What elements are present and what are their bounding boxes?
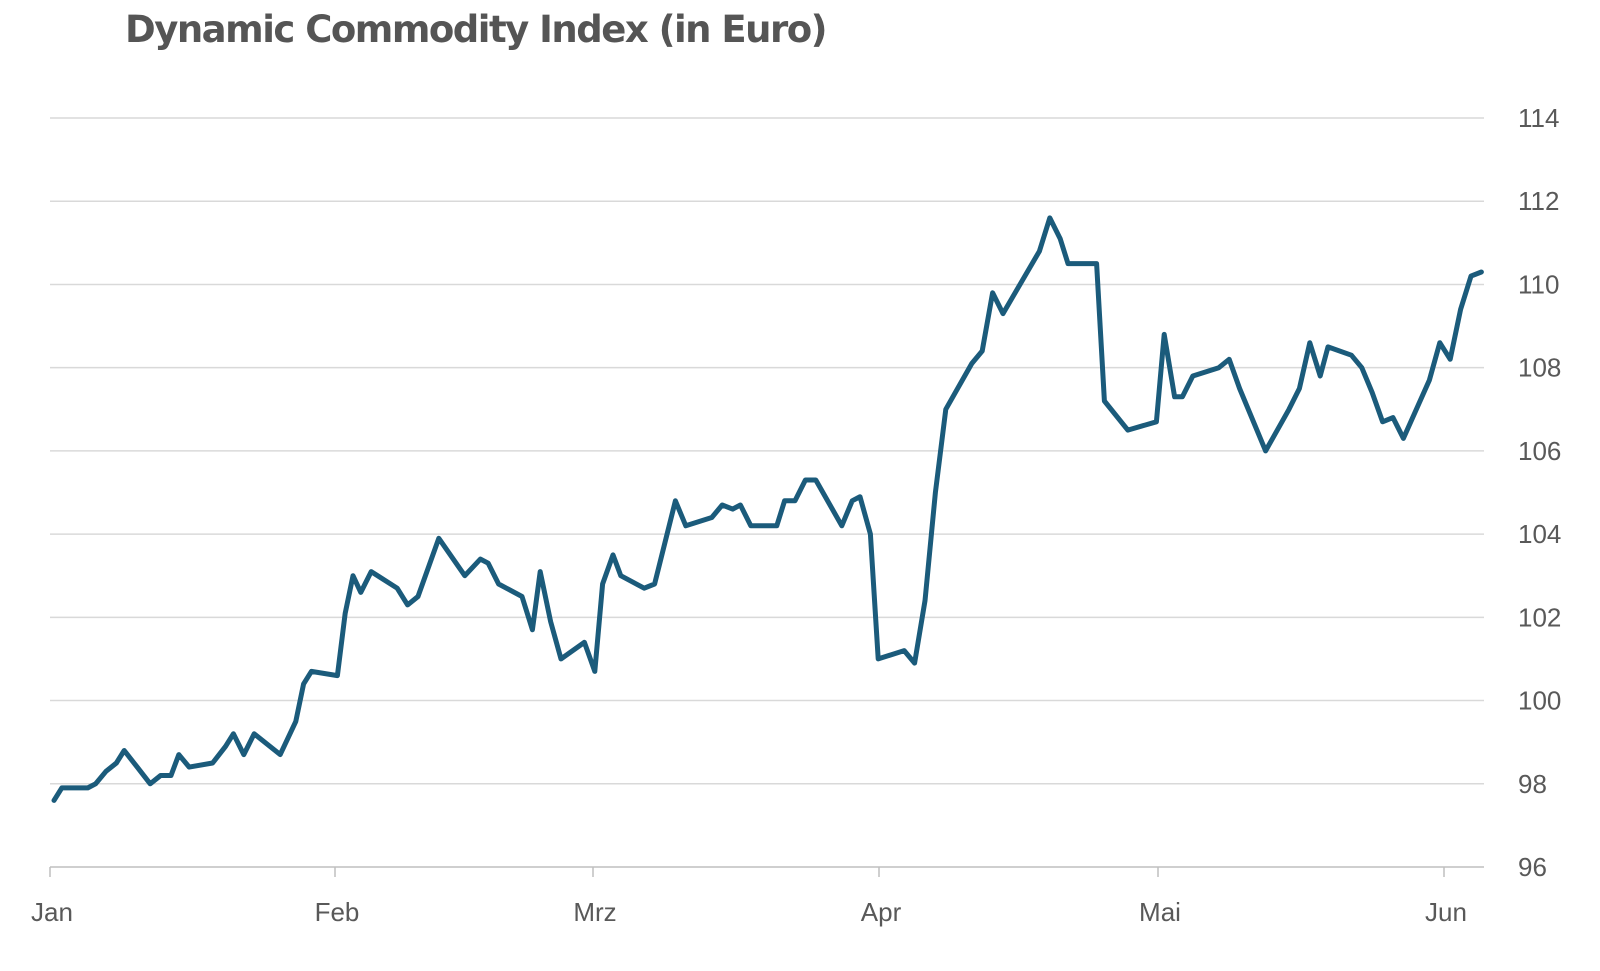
series-line xyxy=(51,215,1484,803)
y-tick-label: 112 xyxy=(1518,186,1559,216)
x-axis-labels: Jan Feb Mrz Apr Mai Jun xyxy=(31,897,1467,927)
x-tick-label: Jun xyxy=(1425,897,1467,927)
series-layer xyxy=(51,215,1484,803)
y-tick-label: 106 xyxy=(1518,436,1561,466)
y-tick-label: 98 xyxy=(1518,769,1547,799)
x-tick-label: Jan xyxy=(31,897,73,927)
y-tick-label: 102 xyxy=(1518,602,1561,632)
y-tick-label: 114 xyxy=(1518,103,1559,133)
y-tick-label: 110 xyxy=(1518,269,1559,299)
gridlines xyxy=(50,117,1484,785)
x-tick-label: Feb xyxy=(315,897,360,927)
chart-title: Dynamic Commodity Index (in Euro) xyxy=(125,8,828,51)
x-tick-label: Mrz xyxy=(573,897,616,927)
y-tick-label: 104 xyxy=(1518,519,1561,549)
y-tick-label: 100 xyxy=(1518,686,1561,716)
y-tick-label: 96 xyxy=(1518,852,1547,882)
y-tick-label: 108 xyxy=(1518,353,1561,383)
x-tick-label: Apr xyxy=(861,897,902,927)
x-tick-label: Mai xyxy=(1139,897,1181,927)
x-axis xyxy=(49,866,1484,877)
y-axis-labels: 96 98 100 102 104 106 108 110 112 114 xyxy=(1518,103,1561,882)
